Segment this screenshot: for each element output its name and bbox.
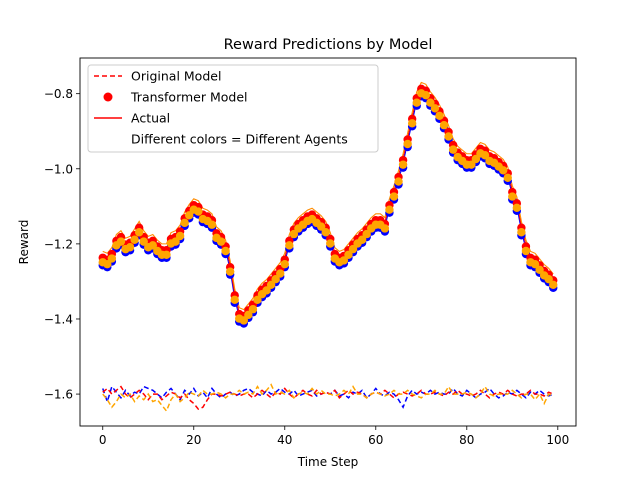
transformer-point <box>357 235 367 244</box>
plot-area <box>98 81 558 413</box>
transformer-point <box>207 220 217 229</box>
transformer-point <box>134 228 144 237</box>
transformer-point <box>262 286 271 295</box>
transformer-point <box>285 241 294 250</box>
transformer-point <box>130 235 139 244</box>
transformer-point <box>380 224 390 233</box>
transformer-point <box>216 237 226 246</box>
x-axis-label: Time Step <box>297 455 359 469</box>
transformer-point <box>362 229 371 239</box>
x-tick-label: 100 <box>546 433 569 447</box>
transformer-point <box>535 265 544 274</box>
transformer-point <box>421 90 431 100</box>
transformer-point <box>175 231 185 241</box>
transformer-point <box>480 151 490 160</box>
transformer-point <box>248 305 258 314</box>
transformer-point <box>403 139 412 149</box>
transformer-point <box>253 295 262 305</box>
transformer-point <box>280 259 289 269</box>
transformer-point <box>512 203 522 213</box>
transformer-point <box>344 250 353 259</box>
y-tick-label: −1.2 <box>44 237 73 251</box>
transformer-point <box>125 243 135 252</box>
transformer-point <box>239 316 249 325</box>
transformer-point <box>107 254 117 263</box>
x-axis: 0 20 40 60 80 100 <box>99 426 569 447</box>
transformer-point <box>276 269 285 278</box>
transformer-point <box>171 237 180 246</box>
y-tick-label: −1.4 <box>44 312 73 326</box>
legend-label: Actual <box>131 111 170 126</box>
transformer-point <box>266 280 276 290</box>
transformer-point <box>430 104 440 113</box>
transformer-point <box>549 280 558 290</box>
y-tick-label: −1.6 <box>44 388 73 402</box>
transformer-point <box>467 160 476 169</box>
x-tick-label: 0 <box>99 433 107 447</box>
transformer-point <box>321 228 330 237</box>
transformer-point <box>162 250 171 259</box>
transformer-point <box>439 121 449 130</box>
transformer-point <box>116 237 126 246</box>
transformer-point <box>412 98 421 107</box>
transformer-point <box>407 119 417 128</box>
transformer-point <box>389 192 399 201</box>
transformer-point <box>221 246 230 256</box>
legend: Original Model Transformer Model Actual Dif… <box>87 64 379 153</box>
transformer-point <box>471 154 481 164</box>
transformer-point <box>194 207 203 216</box>
transformer-point <box>348 244 358 254</box>
legend-label: Original Model <box>131 69 221 84</box>
transformer-point <box>385 205 394 214</box>
transformer-point <box>103 259 112 269</box>
transformer-point <box>448 145 458 154</box>
transformer-point <box>530 259 540 269</box>
transformer-point <box>517 228 526 237</box>
legend-swatch-marker <box>103 92 113 102</box>
transformer-point <box>498 166 508 175</box>
x-tick-label: 80 <box>459 433 474 447</box>
legend-label: Different colors = Different Agents <box>131 132 348 147</box>
original-model-line-agent-1 <box>102 384 554 409</box>
transformer-point <box>326 239 335 248</box>
transformer-point <box>225 267 235 276</box>
transformer-point <box>435 111 444 121</box>
transformer-point <box>521 246 531 256</box>
transformer-point <box>271 274 280 284</box>
x-tick-label: 20 <box>186 433 201 447</box>
transformer-point <box>394 177 403 186</box>
y-axis: −1.6 −1.4 −1.2 −1.0 −0.8 <box>44 87 80 402</box>
original-model-line-agent-2 <box>102 385 554 411</box>
transformer-point <box>139 237 148 246</box>
transformer-point <box>316 222 326 231</box>
chart-title: Reward Predictions by Model <box>224 37 433 53</box>
transformer-point <box>544 274 553 284</box>
transformer-point <box>244 310 253 320</box>
transformer-point <box>185 211 194 220</box>
transformer-point <box>508 192 517 201</box>
transformer-point <box>148 241 158 250</box>
transformer-point <box>398 160 408 169</box>
transformer-point <box>503 173 512 182</box>
transformer-point <box>230 295 239 305</box>
x-tick-label: 40 <box>277 433 292 447</box>
legend-box <box>87 64 379 153</box>
y-tick-label: −0.8 <box>44 87 73 101</box>
transformer-point <box>444 132 453 141</box>
original-model-line-agent-3 <box>102 383 554 413</box>
transformer-point <box>180 218 189 228</box>
legend-label: Transformer Model <box>130 90 248 105</box>
axes-frame <box>79 57 577 427</box>
y-tick-label: −1.0 <box>44 162 73 176</box>
x-tick-label: 60 <box>368 433 383 447</box>
transformer-point <box>339 256 349 265</box>
y-axis-label: Reward <box>17 220 31 265</box>
transformer-point <box>289 229 299 239</box>
transformer-point <box>426 98 435 107</box>
